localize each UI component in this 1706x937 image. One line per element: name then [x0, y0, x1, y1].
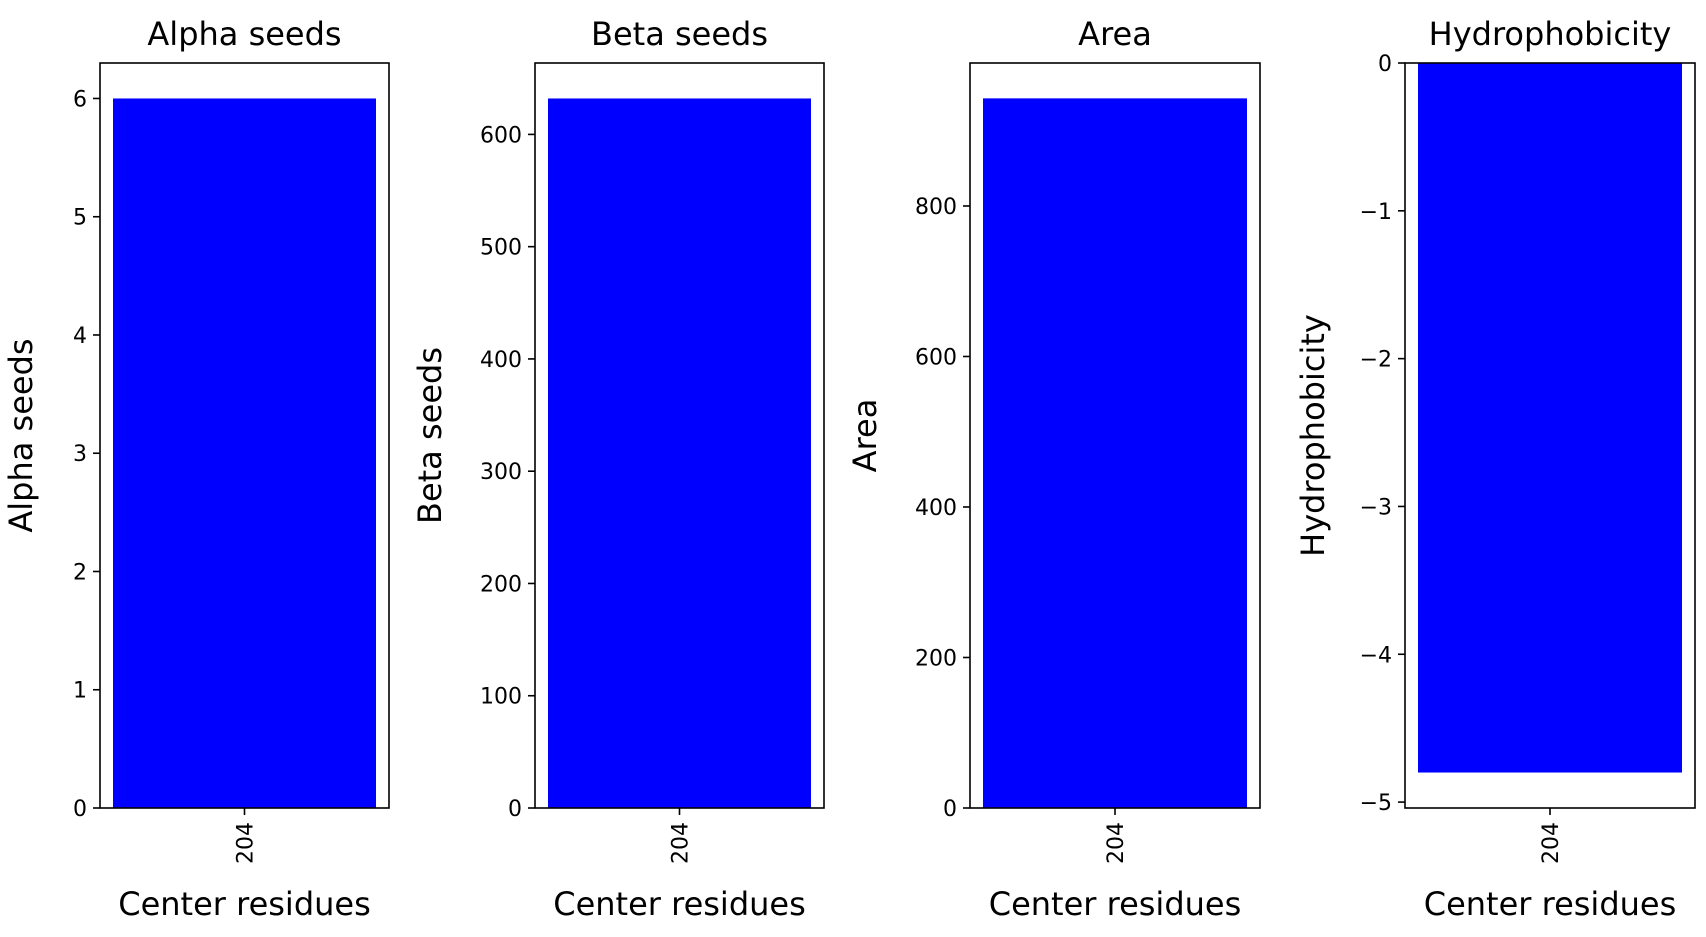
y-tick-label: 6 — [73, 87, 87, 112]
chart-panel: 204 0 100 200 300 400 500 600 Beta seeds Center r… — [411, 15, 825, 923]
x-tick-label: 204 — [669, 822, 694, 864]
panels: 204 0 1 2 3 4 5 6 Alpha seeds Center residues Alph… — [2, 15, 1696, 923]
chart-panel: 204 0 −1 −2 −3 −4 −5 Hydrophobicity Center resid… — [1294, 15, 1696, 923]
axes-frame — [1404, 62, 1696, 809]
y-axis-label: Hydrophobicity — [1294, 314, 1332, 557]
chart-title: Beta seeds — [591, 15, 768, 53]
y-tick-label: 200 — [480, 572, 522, 597]
y-tick-label: 500 — [480, 236, 522, 261]
x-tick-label: 204 — [1539, 822, 1564, 864]
y-tick-label: −4 — [1360, 643, 1392, 668]
y-tick-label: 400 — [480, 348, 522, 373]
y-tick-label: 1 — [73, 679, 87, 704]
axes-frame — [534, 62, 825, 809]
chart-title: Alpha seeds — [147, 15, 341, 53]
axes-frame — [99, 62, 390, 809]
bar — [113, 98, 376, 808]
chart-title: Hydrophobicity — [1429, 15, 1672, 53]
y-tick-label: 600 — [480, 123, 522, 148]
x-axis-label: Center residues — [1424, 885, 1677, 923]
y-tick-label: 0 — [73, 797, 87, 822]
y-tick-label: 0 — [508, 797, 522, 822]
y-tick-label: 5 — [73, 206, 87, 231]
y-tick-label: 300 — [480, 460, 522, 485]
y-tick-label: 4 — [73, 324, 87, 349]
y-tick-label: 100 — [480, 685, 522, 710]
y-tick-label: 200 — [915, 646, 957, 671]
bar — [548, 98, 811, 808]
y-tick-label: 3 — [73, 442, 87, 467]
axes-frame — [969, 62, 1261, 809]
y-tick-label: −2 — [1360, 348, 1392, 373]
x-axis-label: Center residues — [118, 885, 371, 923]
y-axis-label: Beta seeds — [411, 347, 449, 524]
y-tick-label: −5 — [1360, 791, 1392, 816]
chart-panel: 204 0 1 2 3 4 5 6 Alpha seeds Center residues Alph… — [2, 15, 390, 923]
x-axis-label: Center residues — [553, 885, 806, 923]
x-tick-label: 204 — [1104, 822, 1129, 864]
chart-panel: 204 0 200 400 600 800 Area Center residues Area — [846, 15, 1261, 923]
y-axis-label: Area — [846, 399, 884, 473]
y-tick-label: 400 — [915, 496, 957, 521]
y-tick-label: −1 — [1360, 200, 1392, 225]
bar — [1418, 63, 1682, 773]
y-tick-label: 0 — [1378, 52, 1392, 77]
y-tick-label: 2 — [73, 560, 87, 585]
y-tick-label: −3 — [1360, 495, 1392, 520]
y-axis-label: Alpha seeds — [2, 338, 40, 532]
x-tick-label: 204 — [234, 822, 259, 864]
x-axis-label: Center residues — [989, 885, 1242, 923]
y-tick-label: 800 — [915, 195, 957, 220]
bar — [983, 98, 1247, 808]
y-tick-label: 0 — [943, 797, 957, 822]
y-tick-label: 600 — [915, 345, 957, 370]
chart-title: Area — [1078, 15, 1152, 53]
